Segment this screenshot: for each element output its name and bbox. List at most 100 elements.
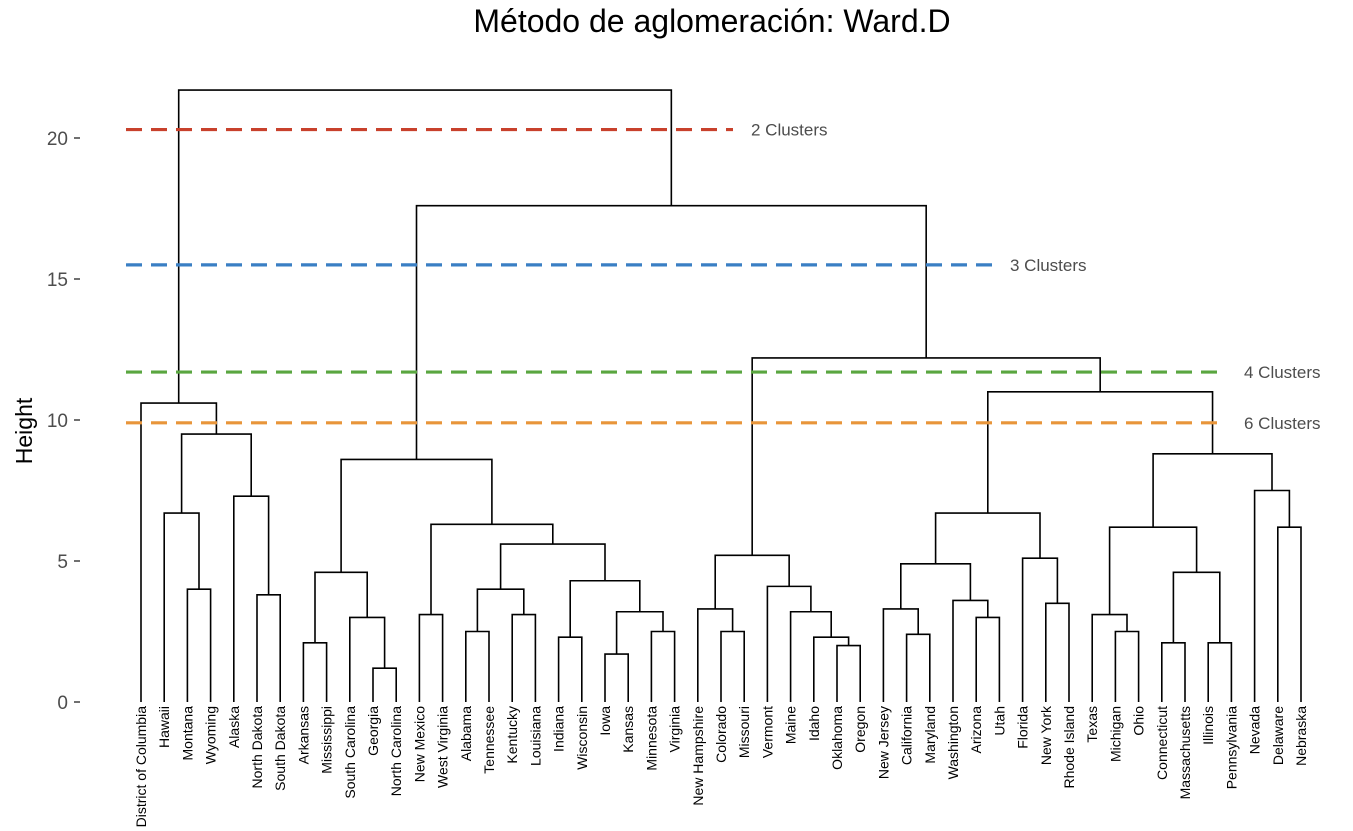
- dendrogram-merge-5: [180, 433, 252, 514]
- leaf-label-rhode-island: Rhode Island: [1061, 706, 1077, 789]
- cut-label-2-clusters: 2 Clusters: [751, 121, 828, 140]
- cut-label-4-clusters: 4 Clusters: [1244, 363, 1321, 382]
- dendrogram-merge-1: [186, 588, 212, 702]
- cut-label-6-clusters: 6 Clusters: [1244, 414, 1321, 433]
- dendrogram-merge-30: [905, 633, 931, 702]
- leaf-label-massachusetts: Massachusetts: [1177, 706, 1193, 799]
- leaf-label-kentucky: Kentucky: [504, 706, 520, 764]
- leaf-label-montana: Montana: [179, 706, 195, 761]
- dendrogram-merge-42: [1172, 571, 1221, 643]
- dendrogram-merge-25: [836, 644, 861, 702]
- leaf-label-delaware: Delaware: [1270, 706, 1286, 765]
- leaf-label-south-carolina: South Carolina: [342, 706, 358, 799]
- leaf-label-wisconsin: Wisconsin: [574, 706, 590, 770]
- dendrogram-merge-24: [697, 608, 734, 702]
- dendrogram-merge-8: [372, 667, 397, 702]
- leaf-label-virginia: Virginia: [667, 706, 683, 753]
- leaf-label-iowa: Iowa: [597, 706, 613, 736]
- dendrogram-branches: [140, 89, 1302, 702]
- y-tick-label-10: 10: [47, 411, 68, 432]
- leaf-label-idaho: Idaho: [806, 706, 822, 741]
- dendrogram-merge-47: [987, 391, 1214, 514]
- leaf-label-connecticut: Connecticut: [1154, 706, 1170, 780]
- leaf-label-louisiana: Louisiana: [527, 706, 543, 766]
- y-tick-label-20: 20: [47, 129, 68, 150]
- dendrogram-merge-4: [233, 495, 270, 702]
- cluster-cut-lines: 2 Clusters 3 Clusters 4 Clusters 6 Clusters: [126, 121, 1321, 433]
- leaf-label-arkansas: Arkansas: [295, 706, 311, 764]
- leaf-label-nebraska: Nebraska: [1293, 706, 1309, 766]
- dendrogram-merge-45: [1253, 489, 1291, 702]
- dendrogram-merge-28: [766, 585, 812, 702]
- dendrogram-merge-13: [511, 613, 537, 702]
- leaf-label-utah: Utah: [991, 706, 1007, 736]
- dendrogram-merge-26: [813, 636, 850, 702]
- leaf-label-michigan: Michigan: [1107, 706, 1123, 762]
- dendrogram-merge-43: [1108, 526, 1198, 615]
- leaf-label-washington: Washington: [945, 706, 961, 779]
- leaf-label-mississippi: Mississippi: [319, 706, 335, 774]
- dendrogram-merge-2: [256, 594, 281, 702]
- y-tick-label-5: 5: [57, 552, 68, 573]
- y-tick-label-15: 15: [47, 270, 68, 291]
- dendrogram-merge-15: [557, 636, 583, 702]
- cut-label-3-clusters: 3 Clusters: [1010, 256, 1087, 275]
- leaf-label-tennessee: Tennessee: [481, 706, 497, 774]
- dendrogram-merge-33: [952, 599, 989, 702]
- leaf-label-alaska: Alaska: [226, 706, 242, 748]
- y-tick-label-0: 0: [57, 693, 68, 714]
- y-axis-title: Height: [11, 397, 37, 464]
- dendrogram-merge-36: [1021, 557, 1059, 702]
- leaf-label-georgia: Georgia: [365, 706, 381, 756]
- dendrogram-merge-48: [751, 357, 1101, 556]
- dendrogram-merge-23: [720, 630, 745, 702]
- dendrogram-merge-29: [714, 554, 790, 609]
- dendrogram-merge-9: [349, 616, 386, 702]
- dendrogram-merge-49: [415, 204, 927, 460]
- leaf-label-alabama: Alabama: [458, 706, 474, 761]
- dendrogram-merge-16: [604, 653, 629, 702]
- leaf-label-kansas: Kansas: [620, 706, 636, 753]
- dendrogram-merge-12: [465, 630, 490, 702]
- leaf-label-new-jersey: New Jersey: [875, 706, 891, 779]
- leaf-label-oklahoma: Oklahoma: [829, 706, 845, 770]
- dendrogram-merge-20: [499, 543, 606, 590]
- leaf-label-illinois: Illinois: [1200, 706, 1216, 745]
- leaf-label-missouri: Missouri: [736, 706, 752, 758]
- dendrogram-merge-44: [1277, 526, 1302, 702]
- dendrogram-merge-6: [140, 402, 218, 702]
- dendrogram-merge-11: [418, 613, 444, 702]
- dendrogram-merge-14: [476, 588, 525, 632]
- leaf-label-indiana: Indiana: [551, 706, 567, 752]
- leaf-label-ohio: Ohio: [1131, 706, 1147, 736]
- leaf-label-north-carolina: North Carolina: [388, 706, 404, 796]
- dendrogram-merge-39: [1091, 613, 1128, 702]
- leaf-label-vermont: Vermont: [759, 706, 775, 758]
- leaf-label-texas: Texas: [1084, 706, 1100, 743]
- dendrogram-merge-34: [900, 563, 972, 609]
- leaf-label-wyoming: Wyoming: [203, 706, 219, 764]
- dendrogram-merge-18: [615, 610, 664, 655]
- dendrogram-merge-10: [314, 571, 368, 643]
- leaf-label-district-of-columbia: District of Columbia: [133, 706, 149, 828]
- dendrogram-merge-17: [650, 630, 676, 702]
- dendrogram-merge-38: [1114, 630, 1140, 702]
- leaf-label-pennsylvania: Pennsylvania: [1223, 706, 1239, 789]
- dendrogram-merge-3: [163, 512, 200, 702]
- leaf-label-colorado: Colorado: [713, 706, 729, 763]
- leaf-label-maine: Maine: [783, 706, 799, 744]
- dendrogram-merge-31: [882, 608, 919, 702]
- dendrogram-merge-32: [975, 616, 1001, 702]
- leaf-label-new-mexico: New Mexico: [411, 706, 427, 782]
- leaf-label-maryland: Maryland: [922, 706, 938, 764]
- y-axis: 0 5 10 15 20: [47, 129, 80, 714]
- leaf-label-hawaii: Hawaii: [156, 706, 172, 748]
- dendrogram-merge-21: [430, 523, 554, 615]
- leaf-label-south-dakota: South Dakota: [272, 706, 288, 791]
- dendrogram-merge-7: [302, 641, 328, 702]
- leaf-label-new-york: New York: [1038, 705, 1054, 765]
- leaf-labels: District of Columbia Hawaii Montana Wyoming…: [133, 705, 1309, 827]
- leaf-label-north-dakota: North Dakota: [249, 706, 265, 789]
